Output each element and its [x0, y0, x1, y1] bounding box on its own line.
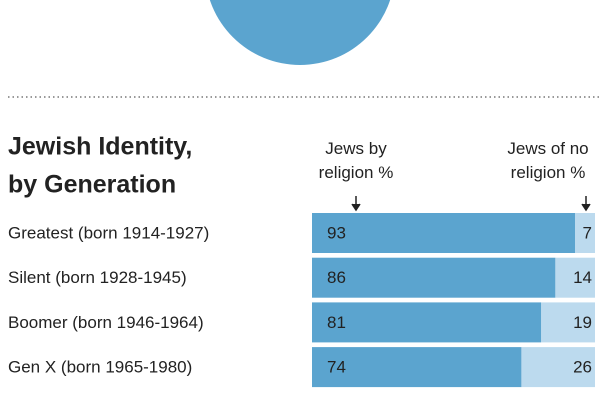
value-label: 86	[327, 268, 346, 287]
value-label: 14	[573, 268, 592, 287]
legend-entry: Jews of no religion %	[507, 139, 589, 182]
bar-segment	[312, 213, 576, 253]
bar-segment	[312, 302, 542, 343]
category-label: Boomer (born 1946-1964)	[8, 313, 204, 332]
bar-segment	[312, 257, 556, 298]
category-label: Gen X (born 1965-1980)	[8, 358, 192, 377]
chart-title: Jewish Identity,	[8, 133, 192, 161]
bar-segment	[541, 302, 595, 343]
bar-segment	[555, 257, 595, 298]
value-label: 81	[327, 313, 346, 332]
value-label: 74	[327, 358, 346, 377]
category-label: Greatest (born 1914-1927)	[8, 223, 209, 242]
arrows	[351, 196, 591, 212]
value-label: 26	[573, 358, 592, 377]
bar-segment	[312, 347, 522, 388]
value-label: 19	[573, 313, 592, 332]
value-label: 93	[327, 223, 346, 242]
decorative-circle	[209, 0, 391, 65]
bar-segment	[575, 213, 595, 253]
value-label: 7	[583, 223, 592, 242]
chart-title: by Generation	[8, 171, 176, 199]
category-label: Silent (born 1928-1945)	[8, 268, 187, 287]
bar-segment	[521, 347, 595, 388]
legend-entry: Jews by religion %	[318, 139, 394, 182]
